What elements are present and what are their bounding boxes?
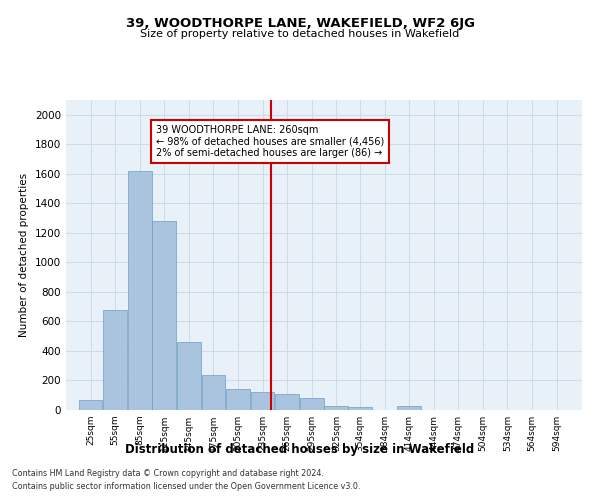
- Bar: [226, 390, 250, 410]
- Bar: [325, 406, 348, 410]
- Y-axis label: Number of detached properties: Number of detached properties: [19, 173, 29, 337]
- Bar: [177, 342, 201, 410]
- Bar: [202, 374, 226, 410]
- Bar: [251, 392, 274, 410]
- Bar: [152, 221, 176, 410]
- Bar: [79, 400, 103, 410]
- Bar: [128, 171, 152, 410]
- Bar: [275, 394, 299, 410]
- Bar: [348, 407, 372, 410]
- Bar: [103, 310, 127, 410]
- Text: 39, WOODTHORPE LANE, WAKEFIELD, WF2 6JG: 39, WOODTHORPE LANE, WAKEFIELD, WF2 6JG: [125, 18, 475, 30]
- Text: Contains public sector information licensed under the Open Government Licence v3: Contains public sector information licen…: [12, 482, 361, 491]
- Text: Contains HM Land Registry data © Crown copyright and database right 2024.: Contains HM Land Registry data © Crown c…: [12, 468, 324, 477]
- Text: 39 WOODTHORPE LANE: 260sqm
← 98% of detached houses are smaller (4,456)
2% of se: 39 WOODTHORPE LANE: 260sqm ← 98% of deta…: [156, 124, 385, 158]
- Text: Size of property relative to detached houses in Wakefield: Size of property relative to detached ho…: [140, 29, 460, 39]
- Bar: [300, 398, 323, 410]
- Bar: [397, 406, 421, 410]
- Text: Distribution of detached houses by size in Wakefield: Distribution of detached houses by size …: [125, 442, 475, 456]
